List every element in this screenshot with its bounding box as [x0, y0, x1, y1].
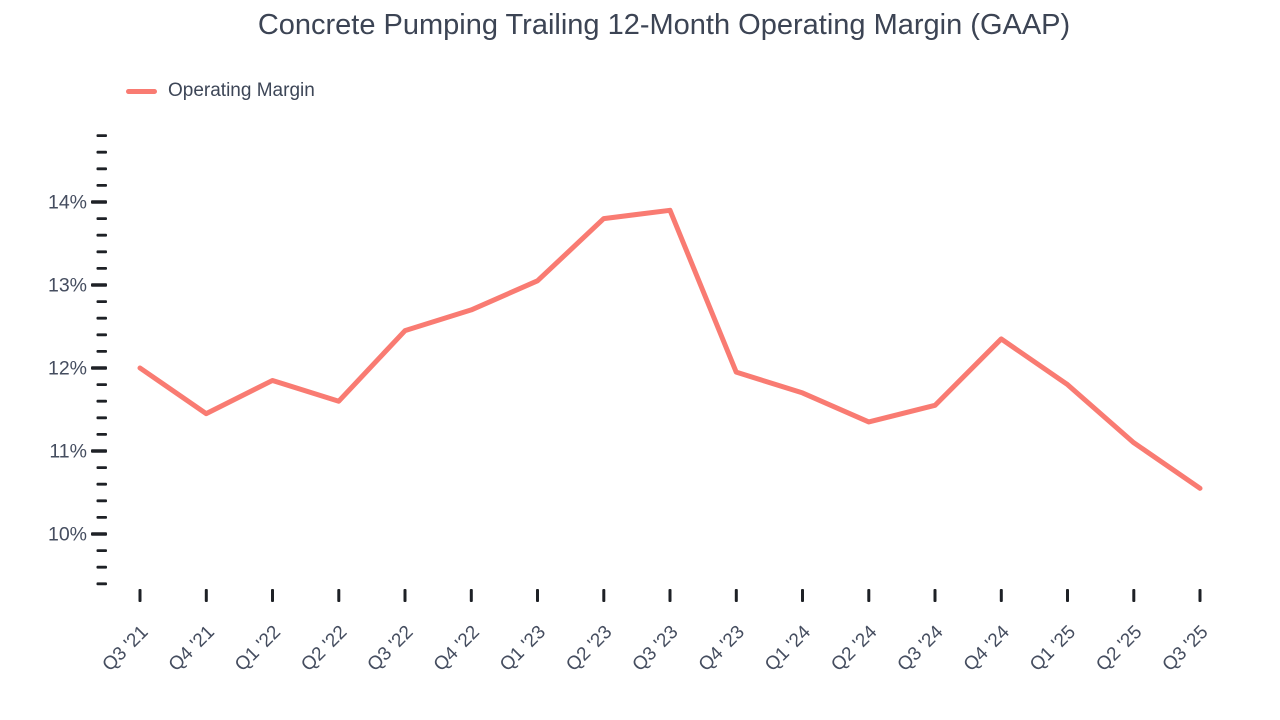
x-tick [999, 589, 1003, 602]
x-axis-label: Q3 '21 [99, 622, 153, 676]
y-minor-tick [96, 300, 107, 303]
y-minor-tick [96, 582, 107, 586]
x-axis-label: Q3 '25 [1159, 622, 1213, 676]
legend-line-swatch [126, 88, 157, 94]
x-axis-label: Q1 '22 [231, 622, 285, 676]
y-minor-tick [96, 316, 107, 320]
x-tick [933, 589, 937, 602]
x-tick [204, 589, 208, 602]
y-minor-tick [96, 217, 107, 220]
y-minor-tick [96, 549, 107, 552]
x-tick [1198, 589, 1202, 602]
x-axis-label: Q4 '21 [165, 622, 219, 676]
y-minor-tick [96, 466, 107, 469]
y-axis-label: 11% [49, 441, 87, 463]
x-tick [801, 589, 804, 602]
y-major-tick [91, 200, 107, 204]
y-axis-label: 12% [48, 358, 87, 380]
y-minor-tick [96, 399, 107, 403]
x-axis-label: Q4 '22 [430, 622, 484, 676]
x-axis-label: Q2 '24 [827, 621, 881, 675]
x-tick [337, 589, 341, 602]
x-axis-label: Q3 '23 [629, 622, 683, 676]
x-tick [469, 589, 473, 602]
x-axis-label: Q1 '25 [1026, 622, 1080, 676]
y-minor-tick [96, 184, 107, 187]
chart-title: Concrete Pumping Trailing 12-Month Opera… [257, 9, 1071, 41]
legend: Operating Margin [126, 80, 315, 102]
x-tick [536, 589, 539, 602]
y-minor-tick [96, 416, 107, 420]
x-tick [271, 589, 274, 602]
x-tick [867, 589, 871, 602]
x-axis-label: Q3 '24 [894, 621, 948, 675]
y-minor-tick [96, 383, 107, 386]
x-axis-label: Q4 '23 [695, 622, 749, 676]
y-minor-tick [96, 516, 107, 519]
y-axis: 10% 11% 12% 13% 14% [48, 134, 107, 586]
x-tick [138, 589, 142, 602]
y-minor-tick [96, 499, 107, 503]
y-major-tick [91, 532, 107, 536]
x-axis-label: Q2 '23 [562, 622, 616, 676]
legend-label: Operating Margin [168, 80, 315, 101]
x-tick [1066, 589, 1069, 602]
x-axis-label: Q1 '23 [496, 622, 550, 676]
x-axis-label: Q2 '25 [1092, 622, 1146, 676]
x-tick [668, 589, 672, 602]
y-minor-tick [96, 233, 107, 237]
x-axis-label: Q4 '24 [960, 621, 1014, 675]
y-axis-label: 10% [48, 524, 87, 546]
y-minor-tick [96, 482, 107, 486]
y-axis-label: 13% [48, 275, 87, 297]
x-tick [602, 589, 606, 602]
x-axis: Q3 '21 Q4 '21 Q1 '22 Q2 '22 Q3 '22 Q4 '22 Q1 '… [99, 589, 1213, 676]
y-minor-tick [96, 565, 107, 569]
y-axis-label: 14% [48, 192, 87, 214]
y-minor-tick [96, 134, 107, 137]
x-axis-label: Q3 '22 [364, 622, 418, 676]
x-tick [734, 589, 738, 602]
y-minor-tick [96, 267, 107, 270]
y-major-tick [91, 449, 107, 453]
x-tick [1132, 589, 1136, 602]
operating-margin-line [137, 207, 1203, 491]
y-major-tick [91, 283, 107, 287]
y-minor-tick [96, 333, 107, 337]
y-minor-tick [96, 350, 107, 353]
y-minor-tick [96, 167, 107, 171]
y-minor-tick [96, 433, 107, 436]
x-axis-label: Q1 '24 [761, 621, 815, 675]
y-minor-tick [96, 250, 107, 254]
y-minor-tick [96, 150, 107, 154]
y-major-tick [91, 366, 107, 370]
x-axis-label: Q2 '22 [297, 622, 351, 676]
x-tick [403, 589, 407, 602]
